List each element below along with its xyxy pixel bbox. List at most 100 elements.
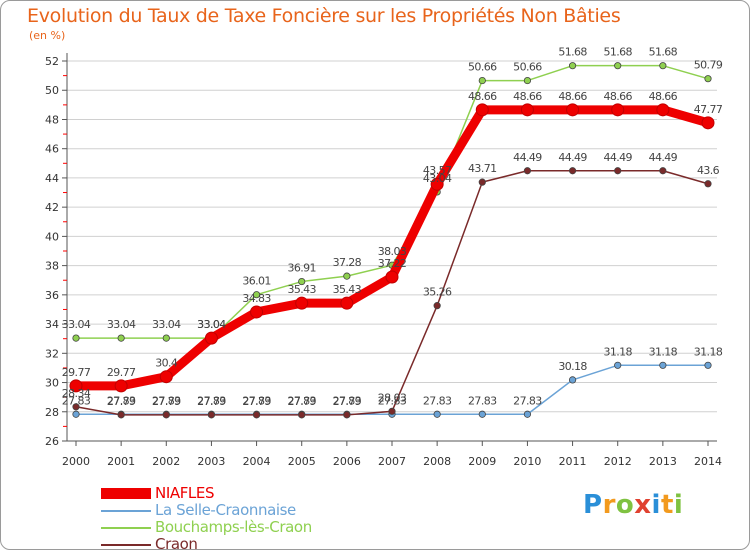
- data-point: [252, 291, 261, 299]
- legend-label: La Selle-Craonnaise: [155, 501, 296, 519]
- data-point: [250, 305, 264, 319]
- data-point: [162, 411, 170, 419]
- data-label: 50.66: [468, 61, 497, 74]
- data-point: [704, 361, 712, 369]
- data-label: 33.04: [152, 318, 181, 331]
- data-label: 43.71: [468, 162, 497, 175]
- data-labels: 29.77 29.77 30.4 33.04 34.83 35.43 35.43 37.22 4…: [62, 46, 724, 408]
- data-label: 27.83: [107, 394, 136, 407]
- data-label: 35.43: [333, 283, 362, 296]
- y-tick-label: 42: [45, 201, 59, 214]
- logo-letter: P: [583, 490, 603, 520]
- data-label: 33.04: [62, 318, 91, 331]
- legend-item: La Selle-Craonnaise: [101, 502, 312, 519]
- data-point: [117, 411, 125, 419]
- data-label: 35.26: [423, 286, 452, 299]
- y-ticks: 26 28 30 32 34 36 38 40 42 44 46 48 50 52: [45, 55, 67, 448]
- data-point: [343, 411, 351, 419]
- data-label: 27.83: [423, 394, 452, 407]
- legend-item: Bouchamps-lès-Craon: [101, 519, 312, 536]
- data-point: [69, 379, 83, 393]
- data-label: 38.03: [378, 245, 407, 258]
- x-tick-label: 2010: [513, 455, 541, 468]
- legend-item: Craon: [101, 536, 312, 549]
- data-label: 51.68: [649, 46, 678, 59]
- data-label: 35.43: [287, 283, 316, 296]
- data-label: 27.79: [197, 395, 226, 408]
- y-tick-label: 26: [45, 435, 59, 448]
- data-label: 27.83: [242, 394, 271, 407]
- data-point: [478, 76, 486, 85]
- x-tick-label: 2000: [62, 455, 90, 468]
- data-label: 48.66: [649, 90, 678, 103]
- data-point: [159, 370, 173, 384]
- data-label: 27.83: [468, 394, 497, 407]
- data-point: [343, 272, 351, 280]
- data-point: [117, 334, 125, 342]
- logo-letter: t: [660, 490, 674, 520]
- data-label: 48.66: [513, 90, 542, 103]
- data-point: [295, 296, 309, 310]
- chart-legend: NIAFLES La Selle-Craonnaise Bouchamps-lès-…: [101, 485, 312, 549]
- legend-item: NIAFLES: [101, 485, 312, 502]
- data-label: 27.79: [333, 395, 362, 408]
- data-point: [207, 411, 216, 419]
- data-point: [701, 116, 715, 130]
- data-label: 27.83: [333, 394, 362, 407]
- data-point: [478, 410, 486, 418]
- y-tick-label: 48: [45, 113, 59, 126]
- data-label: 29.77: [62, 366, 91, 379]
- x-tick-label: 2002: [152, 455, 180, 468]
- data-point: [659, 361, 667, 369]
- data-label: 33.04: [197, 318, 226, 331]
- data-point: [252, 411, 261, 419]
- data-point: [433, 302, 441, 310]
- legend-label: Bouchamps-lès-Craon: [155, 518, 312, 536]
- data-point: [614, 167, 622, 175]
- x-tick-label: 2008: [423, 455, 451, 468]
- x-tick-label: 2013: [649, 455, 677, 468]
- data-label: 48.66: [558, 90, 587, 103]
- x-tick-label: 2006: [333, 455, 361, 468]
- data-point: [523, 76, 532, 85]
- data-point: [298, 277, 306, 286]
- data-label: 27.83: [287, 394, 316, 407]
- series-craon: [72, 167, 712, 419]
- logo-letter: i: [673, 490, 684, 520]
- logo-letter: i: [651, 490, 661, 520]
- x-tick-label: 2009: [468, 455, 496, 468]
- data-label: 28.34: [62, 387, 91, 400]
- data-label: 44.49: [513, 151, 542, 164]
- data-label: 27.83: [62, 394, 91, 407]
- data-label: 33.04: [197, 318, 226, 331]
- data-point: [568, 62, 577, 70]
- y-tick-label: 46: [45, 143, 59, 156]
- data-point: [520, 103, 534, 117]
- proxiti-logo: Proxiti: [583, 490, 683, 520]
- series-niafles: [69, 103, 715, 393]
- legend-swatch: [101, 543, 151, 546]
- data-label: 43.04: [423, 172, 452, 185]
- x-tick-label: 2011: [559, 455, 587, 468]
- data-point: [614, 62, 622, 70]
- data-point: [568, 167, 577, 175]
- x-tick-label: 2012: [604, 455, 632, 468]
- data-point: [114, 379, 128, 393]
- data-point: [478, 178, 486, 186]
- data-label: 44.49: [603, 151, 632, 164]
- data-label: 44.49: [649, 151, 678, 164]
- data-point: [433, 410, 441, 418]
- data-point: [614, 361, 622, 369]
- grid-lines: [67, 60, 717, 442]
- y-tick-label: 44: [45, 172, 59, 185]
- logo-letter: x: [634, 490, 652, 520]
- data-point: [523, 410, 532, 418]
- data-point: [704, 180, 712, 188]
- legend-swatch: [101, 526, 151, 529]
- data-label: 28.03: [378, 391, 407, 404]
- y-tick-label: 32: [45, 347, 59, 360]
- data-label: 27.83: [152, 394, 181, 407]
- data-point: [566, 103, 580, 117]
- data-label: 48.66: [603, 90, 632, 103]
